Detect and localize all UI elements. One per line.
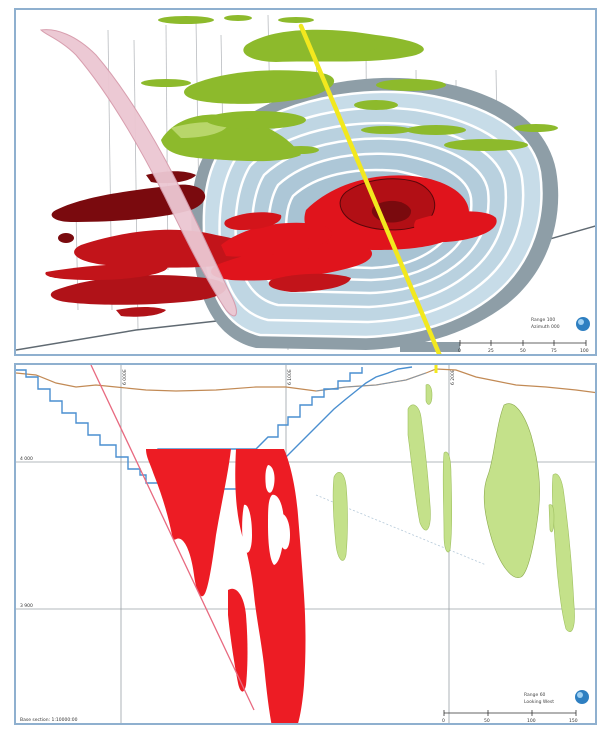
section-compass — [575, 690, 589, 704]
cross-section-canvas: 6 000E 6 100E 6 200E 4 000 3 900 — [16, 365, 595, 724]
section-scale-bar: 0 50 100 150 — [442, 710, 578, 724]
grid-label-left: 4 000 — [20, 456, 33, 462]
top-scale-tick: 50 — [520, 348, 526, 354]
view-compass — [576, 317, 590, 331]
grid-labels: 6 000E 6 100E 6 200E 4 000 3 900 — [20, 369, 456, 609]
grid-label-top: 6 200E — [450, 369, 456, 385]
pit-outline — [16, 367, 363, 484]
top-scale-tick: 100 — [580, 348, 589, 354]
section-scale-tick: 150 — [569, 718, 578, 724]
red-ore-sections — [146, 449, 306, 723]
top-caption-line1: Range 100 — [531, 317, 555, 323]
section-scale-tick: 0 — [442, 718, 445, 724]
top-scale-tick: 75 — [551, 348, 557, 354]
guide-dashed — [315, 494, 487, 566]
base-section-label: Base section: 1:10000:00 — [20, 717, 78, 723]
section-scale-tick: 100 — [527, 718, 536, 724]
section-line — [298, 23, 442, 354]
3d-model-canvas: Range 100 Azimuth 000 0 25 50 75 100 — [16, 14, 595, 354]
section-scale-tick: 50 — [484, 718, 490, 724]
3d-model-view: Range 100 Azimuth 000 0 25 50 75 100 — [14, 8, 597, 356]
fault-trace — [90, 365, 255, 711]
grid-label-top: 6 000E — [122, 369, 128, 385]
top-scale-tick: 0 — [458, 348, 461, 354]
green-ore-bodies — [141, 15, 558, 162]
section-caption-line2: Looking West — [524, 699, 554, 705]
fault-plane — [39, 29, 237, 317]
green-ore-sections — [332, 384, 575, 633]
cross-section-view: 6 000E 6 100E 6 200E 4 000 3 900 — [14, 363, 597, 725]
top-scale-tick: 25 — [488, 348, 494, 354]
grid-label-left: 3 900 — [20, 603, 33, 609]
section-caption-line1: Range 60 — [524, 692, 546, 698]
top-scale-bar: 0 25 50 75 100 — [458, 340, 589, 354]
top-caption-line2: Azimuth 000 — [531, 324, 560, 330]
grid-label-top: 6 100E — [287, 369, 293, 385]
